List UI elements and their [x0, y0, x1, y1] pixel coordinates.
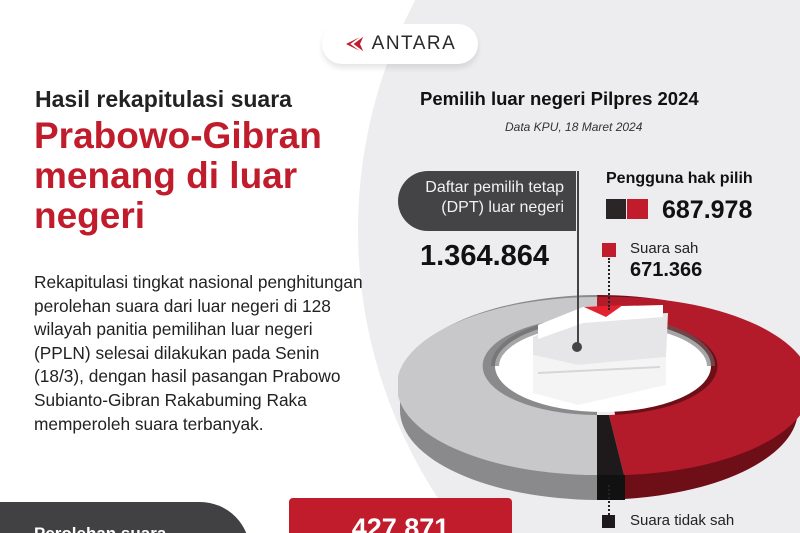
- pengguna-label: Pengguna hak pilih: [606, 170, 753, 187]
- suara-tidak-sah-label: Suara tidak sah: [630, 512, 735, 529]
- suara-tidak-sah-leader: [608, 485, 610, 515]
- donut-chart: [398, 295, 800, 500]
- pengguna-swatch-red: [627, 199, 648, 219]
- pengguna-swatch-dark: [606, 199, 626, 219]
- chart-subtitle: Data KPU, 18 Maret 2024: [505, 120, 643, 134]
- pengguna-value: 687.978: [662, 196, 753, 224]
- antara-logo-icon: [345, 34, 365, 54]
- suara-tidak-sah-swatch: [602, 515, 615, 528]
- donut-side-black: [597, 475, 625, 500]
- suara-sah-label: Suara sah: [630, 240, 699, 257]
- suara-sah-leader: [608, 258, 610, 310]
- dpt-leader-dot: [572, 342, 582, 352]
- logo-text: ANTARA: [371, 33, 457, 54]
- suara-sah-value: 671.366: [630, 259, 703, 281]
- donut-top-gray: [398, 297, 597, 475]
- perolehan-value-box: 427.871: [289, 498, 512, 533]
- dpt-leader-line: [577, 171, 579, 349]
- headline: Prabowo-Gibran menang di luar negeri: [34, 115, 322, 236]
- body-text: Rekapitulasi tingkat nasional penghitung…: [34, 272, 363, 434]
- perolehan-label-box: Perolehan suara: [0, 502, 250, 533]
- donut-top-black: [597, 415, 624, 475]
- chart-title: Pemilih luar negeri Pilpres 2024: [420, 88, 699, 109]
- ballot-stack-icon: [533, 305, 668, 405]
- dpt-value: 1.364.864: [420, 240, 550, 272]
- kicker: Hasil rekapitulasi suara: [35, 86, 292, 112]
- donut-top-red: [597, 296, 800, 475]
- dpt-label-box: Daftar pemilih tetap (DPT) luar negeri: [398, 171, 576, 231]
- antara-logo: ANTARA: [322, 24, 478, 64]
- suara-sah-swatch: [602, 243, 616, 257]
